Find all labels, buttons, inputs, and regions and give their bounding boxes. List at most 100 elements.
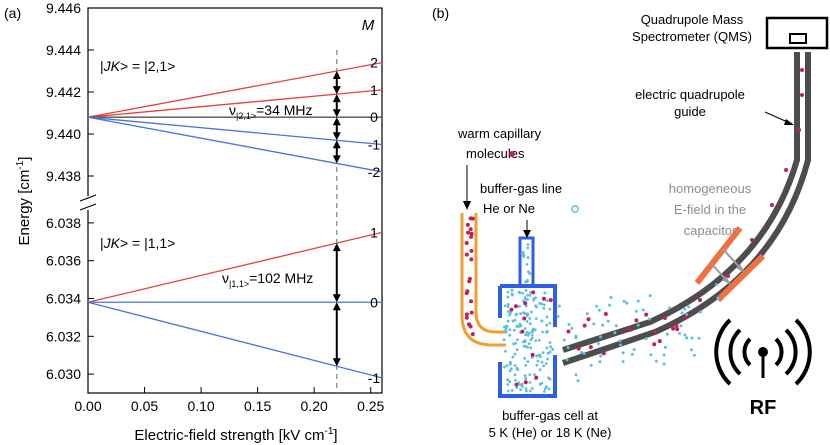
buffer-gas-particle bbox=[504, 349, 507, 353]
buffer-gas-particle bbox=[506, 290, 510, 294]
buffer-gas-particle bbox=[508, 369, 512, 373]
buffer-gas-particle bbox=[514, 341, 518, 345]
buffer-gas-particle bbox=[556, 314, 560, 318]
buffer-gas-particle bbox=[523, 297, 527, 301]
m-label: 2 bbox=[370, 55, 378, 71]
buffer-gas-particle bbox=[527, 331, 531, 335]
buffer-gas-particle bbox=[534, 317, 538, 321]
buffer-line-label-1: buffer-gas line bbox=[480, 181, 562, 196]
buffer-gas-particle bbox=[680, 311, 684, 315]
buffer-gas-particle bbox=[526, 298, 529, 301]
buffer-gas-particle bbox=[542, 390, 546, 393]
buffer-pointer-head bbox=[523, 230, 531, 238]
y-tick-label: 9.438 bbox=[46, 168, 81, 184]
molecule bbox=[523, 301, 528, 306]
buffer-gas-particle bbox=[662, 362, 666, 366]
buffer-gas-particle bbox=[690, 348, 694, 352]
molecule bbox=[652, 329, 657, 334]
buffer-gas-particle bbox=[515, 386, 519, 389]
buffer-gas-particle bbox=[526, 256, 530, 259]
buffer-gas-particle bbox=[502, 325, 506, 329]
y-tick-label: 9.440 bbox=[46, 126, 81, 142]
buffer-gas-particle bbox=[506, 310, 510, 313]
buffer-gas-particle bbox=[527, 270, 530, 274]
energy-line bbox=[87, 116, 383, 173]
buffer-gas-particle bbox=[524, 333, 528, 337]
y-tick-label: 6.036 bbox=[46, 253, 81, 269]
x-axis-label: Electric-field strength [kV cm-1] bbox=[134, 426, 337, 444]
rf-wave-right-2 bbox=[784, 328, 798, 376]
buffer-gas-particle bbox=[548, 307, 552, 311]
buffer-gas-particle bbox=[614, 324, 618, 328]
molecule bbox=[628, 328, 632, 332]
rf-wave-left-2 bbox=[728, 328, 742, 376]
molecule bbox=[726, 274, 730, 278]
x-tick-label: 0.20 bbox=[301, 398, 328, 414]
arrow-head-up bbox=[332, 140, 341, 149]
y-tick-label: 6.030 bbox=[46, 366, 81, 382]
buffer-gas-particle bbox=[506, 389, 510, 393]
buffer-gas-particle bbox=[545, 299, 549, 303]
molecule bbox=[465, 289, 470, 294]
buffer-gas-particle bbox=[518, 291, 522, 295]
buffer-gas-particle bbox=[523, 374, 527, 377]
molecule bbox=[800, 93, 804, 97]
x-tick-label: 0.05 bbox=[131, 398, 158, 414]
molecule bbox=[468, 216, 473, 221]
y-tick-label: 6.038 bbox=[46, 215, 81, 231]
warm-label-1: warm capillary bbox=[457, 126, 542, 141]
buffer-gas-particle bbox=[503, 304, 507, 308]
buffer-gas-particle bbox=[601, 323, 605, 327]
molecule bbox=[675, 327, 680, 332]
buffer-gas-particle bbox=[525, 320, 529, 323]
molecule bbox=[800, 68, 804, 72]
buffer-gas-particle bbox=[522, 251, 525, 255]
buffer-gas-particle bbox=[520, 385, 524, 388]
buffer-gas-particle bbox=[530, 387, 534, 390]
buffer-gas-particle bbox=[665, 332, 669, 336]
buffer-gas-particle bbox=[662, 353, 666, 357]
buffer-gas-particle bbox=[576, 379, 580, 383]
molecule bbox=[530, 352, 535, 357]
state-label-lower: |JK> = |1,1> bbox=[100, 235, 175, 251]
buffer-gas-particle bbox=[503, 365, 506, 369]
buffer-gas-particle bbox=[537, 353, 540, 357]
buffer-gas-particle bbox=[641, 308, 645, 312]
buffer-gas-particle bbox=[510, 389, 514, 392]
warm-capillary-wall-inner bbox=[474, 213, 506, 334]
molecule bbox=[657, 339, 662, 344]
buffer-gas-particle bbox=[513, 364, 517, 367]
buffer-gas-particle bbox=[514, 313, 518, 317]
buffer-gas-particle bbox=[543, 291, 547, 295]
buffer-gas-particle bbox=[540, 360, 544, 364]
buffer-gas-particle bbox=[518, 325, 521, 328]
buffer-gas-particle bbox=[551, 347, 555, 351]
axis-ticks: 0.00 0.05 0.10 0.15 0.20 0.25 9.438 9.440 9.442 9… bbox=[46, 0, 385, 414]
buffer-gas-particle bbox=[622, 299, 626, 303]
buffer-gas-particle bbox=[528, 389, 532, 393]
buffer-gas-particle bbox=[526, 360, 530, 364]
molecule bbox=[663, 316, 667, 320]
arrow-head-down bbox=[332, 294, 341, 303]
buffer-gas-particle bbox=[562, 338, 566, 342]
buffer-gas-particle bbox=[506, 295, 510, 299]
buffer-gas-particle bbox=[636, 299, 640, 303]
buffer-gas-particle bbox=[524, 363, 528, 367]
buffer-gas-particle bbox=[654, 359, 658, 363]
molecule bbox=[469, 231, 474, 236]
y-axis-label: Energy [cm-1] bbox=[15, 157, 33, 246]
qms-label-2: Spectrometer (QMS) bbox=[632, 29, 752, 44]
molecule bbox=[470, 332, 475, 337]
molecule bbox=[652, 342, 657, 347]
buffer-gas-particle bbox=[716, 297, 720, 301]
molecule bbox=[520, 329, 525, 334]
molecule bbox=[464, 312, 469, 317]
buffer-gas-particle bbox=[535, 305, 538, 309]
buffer-gas-particle bbox=[714, 283, 718, 287]
molecule bbox=[534, 375, 539, 380]
molecule bbox=[466, 230, 471, 235]
buffer-gas-particle bbox=[504, 328, 508, 332]
buffer-gas-particle bbox=[543, 303, 546, 307]
panel-b: (b) Quadrupole Mass Spectrometer (QMS) e… bbox=[432, 5, 829, 440]
arrow-head-down bbox=[332, 86, 341, 95]
